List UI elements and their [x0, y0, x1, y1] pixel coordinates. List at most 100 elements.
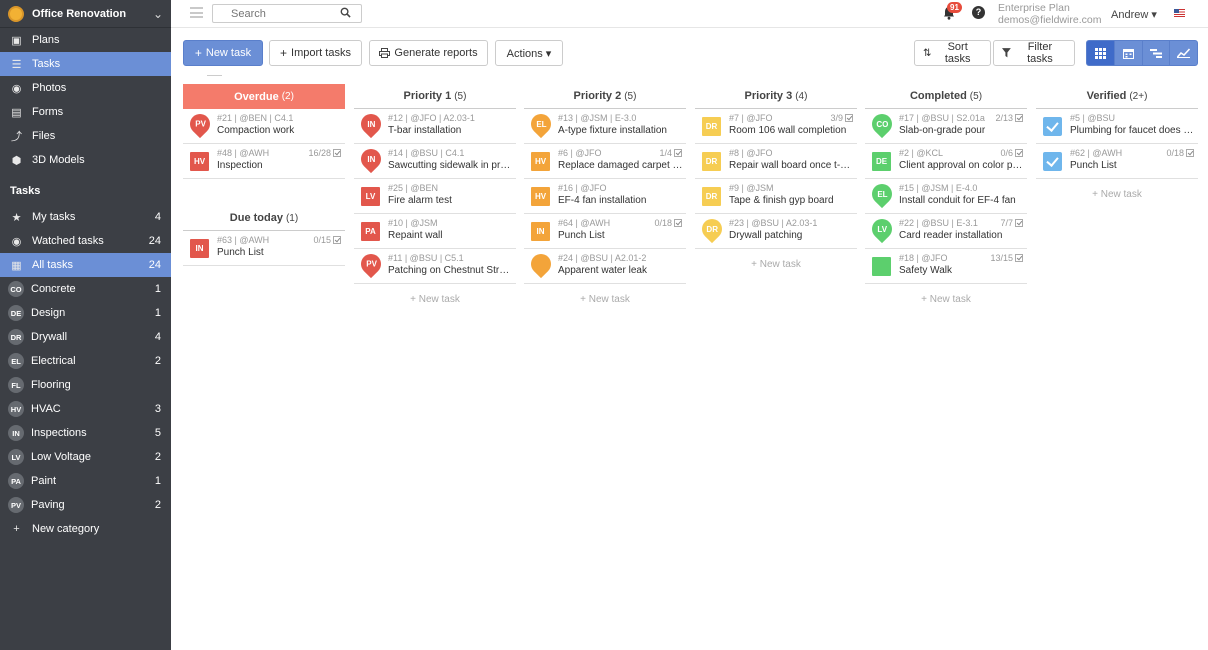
- category-badge: IN: [8, 425, 24, 441]
- search-icon[interactable]: [340, 7, 351, 18]
- column-title: Overdue: [234, 90, 279, 103]
- sidebar-category-inspections[interactable]: IN Inspections 5: [0, 421, 171, 445]
- search-input[interactable]: [212, 4, 362, 23]
- project-switcher[interactable]: Office Renovation ⌄: [0, 0, 171, 28]
- sidebar-item-all-tasks[interactable]: ▦ All tasks 24: [0, 253, 171, 277]
- calendar-view-button[interactable]: [1115, 41, 1143, 65]
- eye-icon: ◉: [11, 235, 22, 248]
- new-task-link[interactable]: + New task: [580, 293, 630, 305]
- sidebar-category-design[interactable]: DE Design 1: [0, 301, 171, 325]
- task-meta: #9 | @JSM: [729, 183, 774, 193]
- task-filters: ★ My tasks 4 ◉ Watched tasks 24 ▦ All tasks 24: [0, 205, 171, 277]
- filter-tasks-button[interactable]: Filter tasks: [993, 40, 1075, 66]
- new-category-button[interactable]: + New category: [0, 517, 171, 541]
- task-meta: #16 | @JFO: [558, 183, 607, 193]
- sidebar-item-plans[interactable]: ▣ Plans: [0, 28, 171, 52]
- category-square-icon: DR: [702, 117, 721, 136]
- task-title: Replace damaged carpet tile: [558, 160, 683, 171]
- location-pin-icon: [526, 249, 556, 279]
- task-card[interactable]: EL #13 | @JSM | E-3.0 A-type fixture insta…: [524, 109, 686, 144]
- column-title: Completed: [909, 90, 967, 102]
- task-card[interactable]: LV #25 | @BEN Fire alarm test: [354, 179, 516, 214]
- task-card[interactable]: LV #22 | @BSU | E-3.1 Card reader installa…: [865, 214, 1027, 249]
- task-meta: #22 | @BSU | E-3.1: [899, 218, 978, 228]
- import-tasks-button[interactable]: + Import tasks: [269, 40, 362, 66]
- sidebar-category-paint[interactable]: PA Paint 1: [0, 469, 171, 493]
- sidebar-item-photos[interactable]: ◉ Photos: [0, 76, 171, 100]
- user-menu[interactable]: Andrew ▾: [1111, 9, 1157, 21]
- actions-dropdown[interactable]: Actions ▾: [495, 40, 563, 66]
- notification-count-badge[interactable]: 91: [947, 2, 962, 13]
- sidebar-category-hvac[interactable]: HV HVAC 3: [0, 397, 171, 421]
- generate-reports-button[interactable]: Generate reports: [369, 40, 488, 66]
- task-card[interactable]: HV #6 | @JFO Replace damaged carpet tile 1/…: [524, 144, 686, 179]
- task-card[interactable]: DR #8 | @JFO Repair wall board once t-st..…: [695, 144, 857, 179]
- new-task-link[interactable]: + New task: [921, 293, 971, 305]
- plan-info: Enterprise Plan demos@fieldwire.com: [998, 2, 1101, 26]
- checklist-count: 16/28: [308, 148, 331, 158]
- sort-tasks-button[interactable]: ⇅ Sort tasks: [914, 40, 991, 66]
- sidebar-item-watched-tasks[interactable]: ◉ Watched tasks 24: [0, 229, 171, 253]
- sidebar-item-label: Concrete: [31, 283, 76, 295]
- task-card[interactable]: HV #16 | @JFO EF-4 fan installation: [524, 179, 686, 214]
- column-subgroup-header: Due today (1): [183, 206, 345, 231]
- generate-reports-label: Generate reports: [394, 47, 478, 59]
- category-abbr: IN: [367, 154, 375, 164]
- gantt-view-button[interactable]: [1143, 41, 1171, 65]
- chevron-down-icon[interactable]: ⌄: [152, 6, 163, 21]
- help-icon[interactable]: ?: [972, 6, 985, 19]
- task-card[interactable]: IN #64 | @AWH Punch List 0/18: [524, 214, 686, 249]
- board-view-button[interactable]: [1087, 41, 1115, 65]
- sidebar-category-drywall[interactable]: DR Drywall 4: [0, 325, 171, 349]
- new-task-link[interactable]: + New task: [751, 258, 801, 270]
- sidebar-item-models[interactable]: ⬢ 3D Models: [0, 148, 171, 172]
- new-task-button[interactable]: + New task: [183, 40, 263, 66]
- hamburger-icon[interactable]: [190, 7, 203, 18]
- location-pin-icon: IN: [356, 144, 386, 174]
- task-card[interactable]: EL #15 | @JSM | E-4.0 Install conduit for …: [865, 179, 1027, 214]
- task-card[interactable]: IN #63 | @AWH Punch List 0/15: [183, 231, 345, 266]
- task-card[interactable]: PA #10 | @JSM Repaint wall: [354, 214, 516, 249]
- us-flag-icon[interactable]: [1174, 9, 1185, 17]
- task-card[interactable]: #62 | @AWH Punch List 0/18: [1036, 144, 1198, 179]
- printer-icon: [379, 48, 391, 58]
- sidebar-category-concrete[interactable]: CO Concrete 1: [0, 277, 171, 301]
- task-card[interactable]: #24 | @BSU | A2.01-2 Apparent water leak: [524, 249, 686, 284]
- column-count: (2): [281, 91, 294, 102]
- task-card[interactable]: #18 | @JFO Safety Walk 13/15: [865, 249, 1027, 284]
- plus-icon: +: [13, 523, 20, 535]
- new-task-link[interactable]: + New task: [1092, 188, 1142, 200]
- category-square-icon: IN: [190, 239, 209, 258]
- sidebar-category-paving[interactable]: PV Paving 2: [0, 493, 171, 517]
- task-card[interactable]: CO #17 | @BSU | S2.01a Slab-on-grade pour 2…: [865, 109, 1027, 144]
- task-card[interactable]: IN #14 | @BSU | C4.1 Sawcutting sidewalk i…: [354, 144, 516, 179]
- new-task-link[interactable]: + New task: [410, 293, 460, 305]
- analytics-view-button[interactable]: [1170, 41, 1197, 65]
- checkbox-icon: [1186, 149, 1194, 157]
- sidebar-item-my-tasks[interactable]: ★ My tasks 4: [0, 205, 171, 229]
- task-card[interactable]: DE #2 | @KCL Client approval on color pa..…: [865, 144, 1027, 179]
- task-card[interactable]: HV #48 | @AWH Inspection 16/28: [183, 144, 345, 179]
- sidebar-category-low-voltage[interactable]: LV Low Voltage 2: [0, 445, 171, 469]
- sidebar-item-label: All tasks: [32, 259, 73, 271]
- sidebar-category-flooring[interactable]: FL Flooring: [0, 373, 171, 397]
- sidebar-item-files[interactable]: ⤴ Files: [0, 124, 171, 148]
- project-logo-icon: [8, 5, 24, 22]
- task-card[interactable]: DR #7 | @JFO Room 106 wall completion 3/9: [695, 109, 857, 144]
- category-abbr: EL: [535, 119, 547, 129]
- camera-icon: ◉: [11, 82, 22, 95]
- task-card[interactable]: DR #9 | @JSM Tape & finish gyp board: [695, 179, 857, 214]
- task-meta: #13 | @JSM | E-3.0: [558, 113, 637, 123]
- checklist-progress: 2/13: [995, 113, 1023, 123]
- checklist-count: 3/9: [830, 113, 843, 123]
- sidebar-item-tasks[interactable]: ☰ Tasks: [0, 52, 171, 76]
- sidebar-category-electrical[interactable]: EL Electrical 2: [0, 349, 171, 373]
- task-card[interactable]: DR #23 | @BSU | A2.03-1 Drywall patching: [695, 214, 857, 249]
- task-card[interactable]: #5 | @BSU Plumbing for faucet does n...: [1036, 109, 1198, 144]
- task-card[interactable]: PV #11 | @BSU | C5.1 Patching on Chestnut …: [354, 249, 516, 284]
- task-card[interactable]: IN #12 | @JFO | A2.03-1 T-bar installation: [354, 109, 516, 144]
- plan-name: Enterprise Plan: [998, 2, 1070, 14]
- map-icon: ▣: [11, 34, 22, 47]
- task-card[interactable]: PV #21 | @BEN | C4.1 Compaction work: [183, 109, 345, 144]
- sidebar-item-forms[interactable]: ▤ Forms: [0, 100, 171, 124]
